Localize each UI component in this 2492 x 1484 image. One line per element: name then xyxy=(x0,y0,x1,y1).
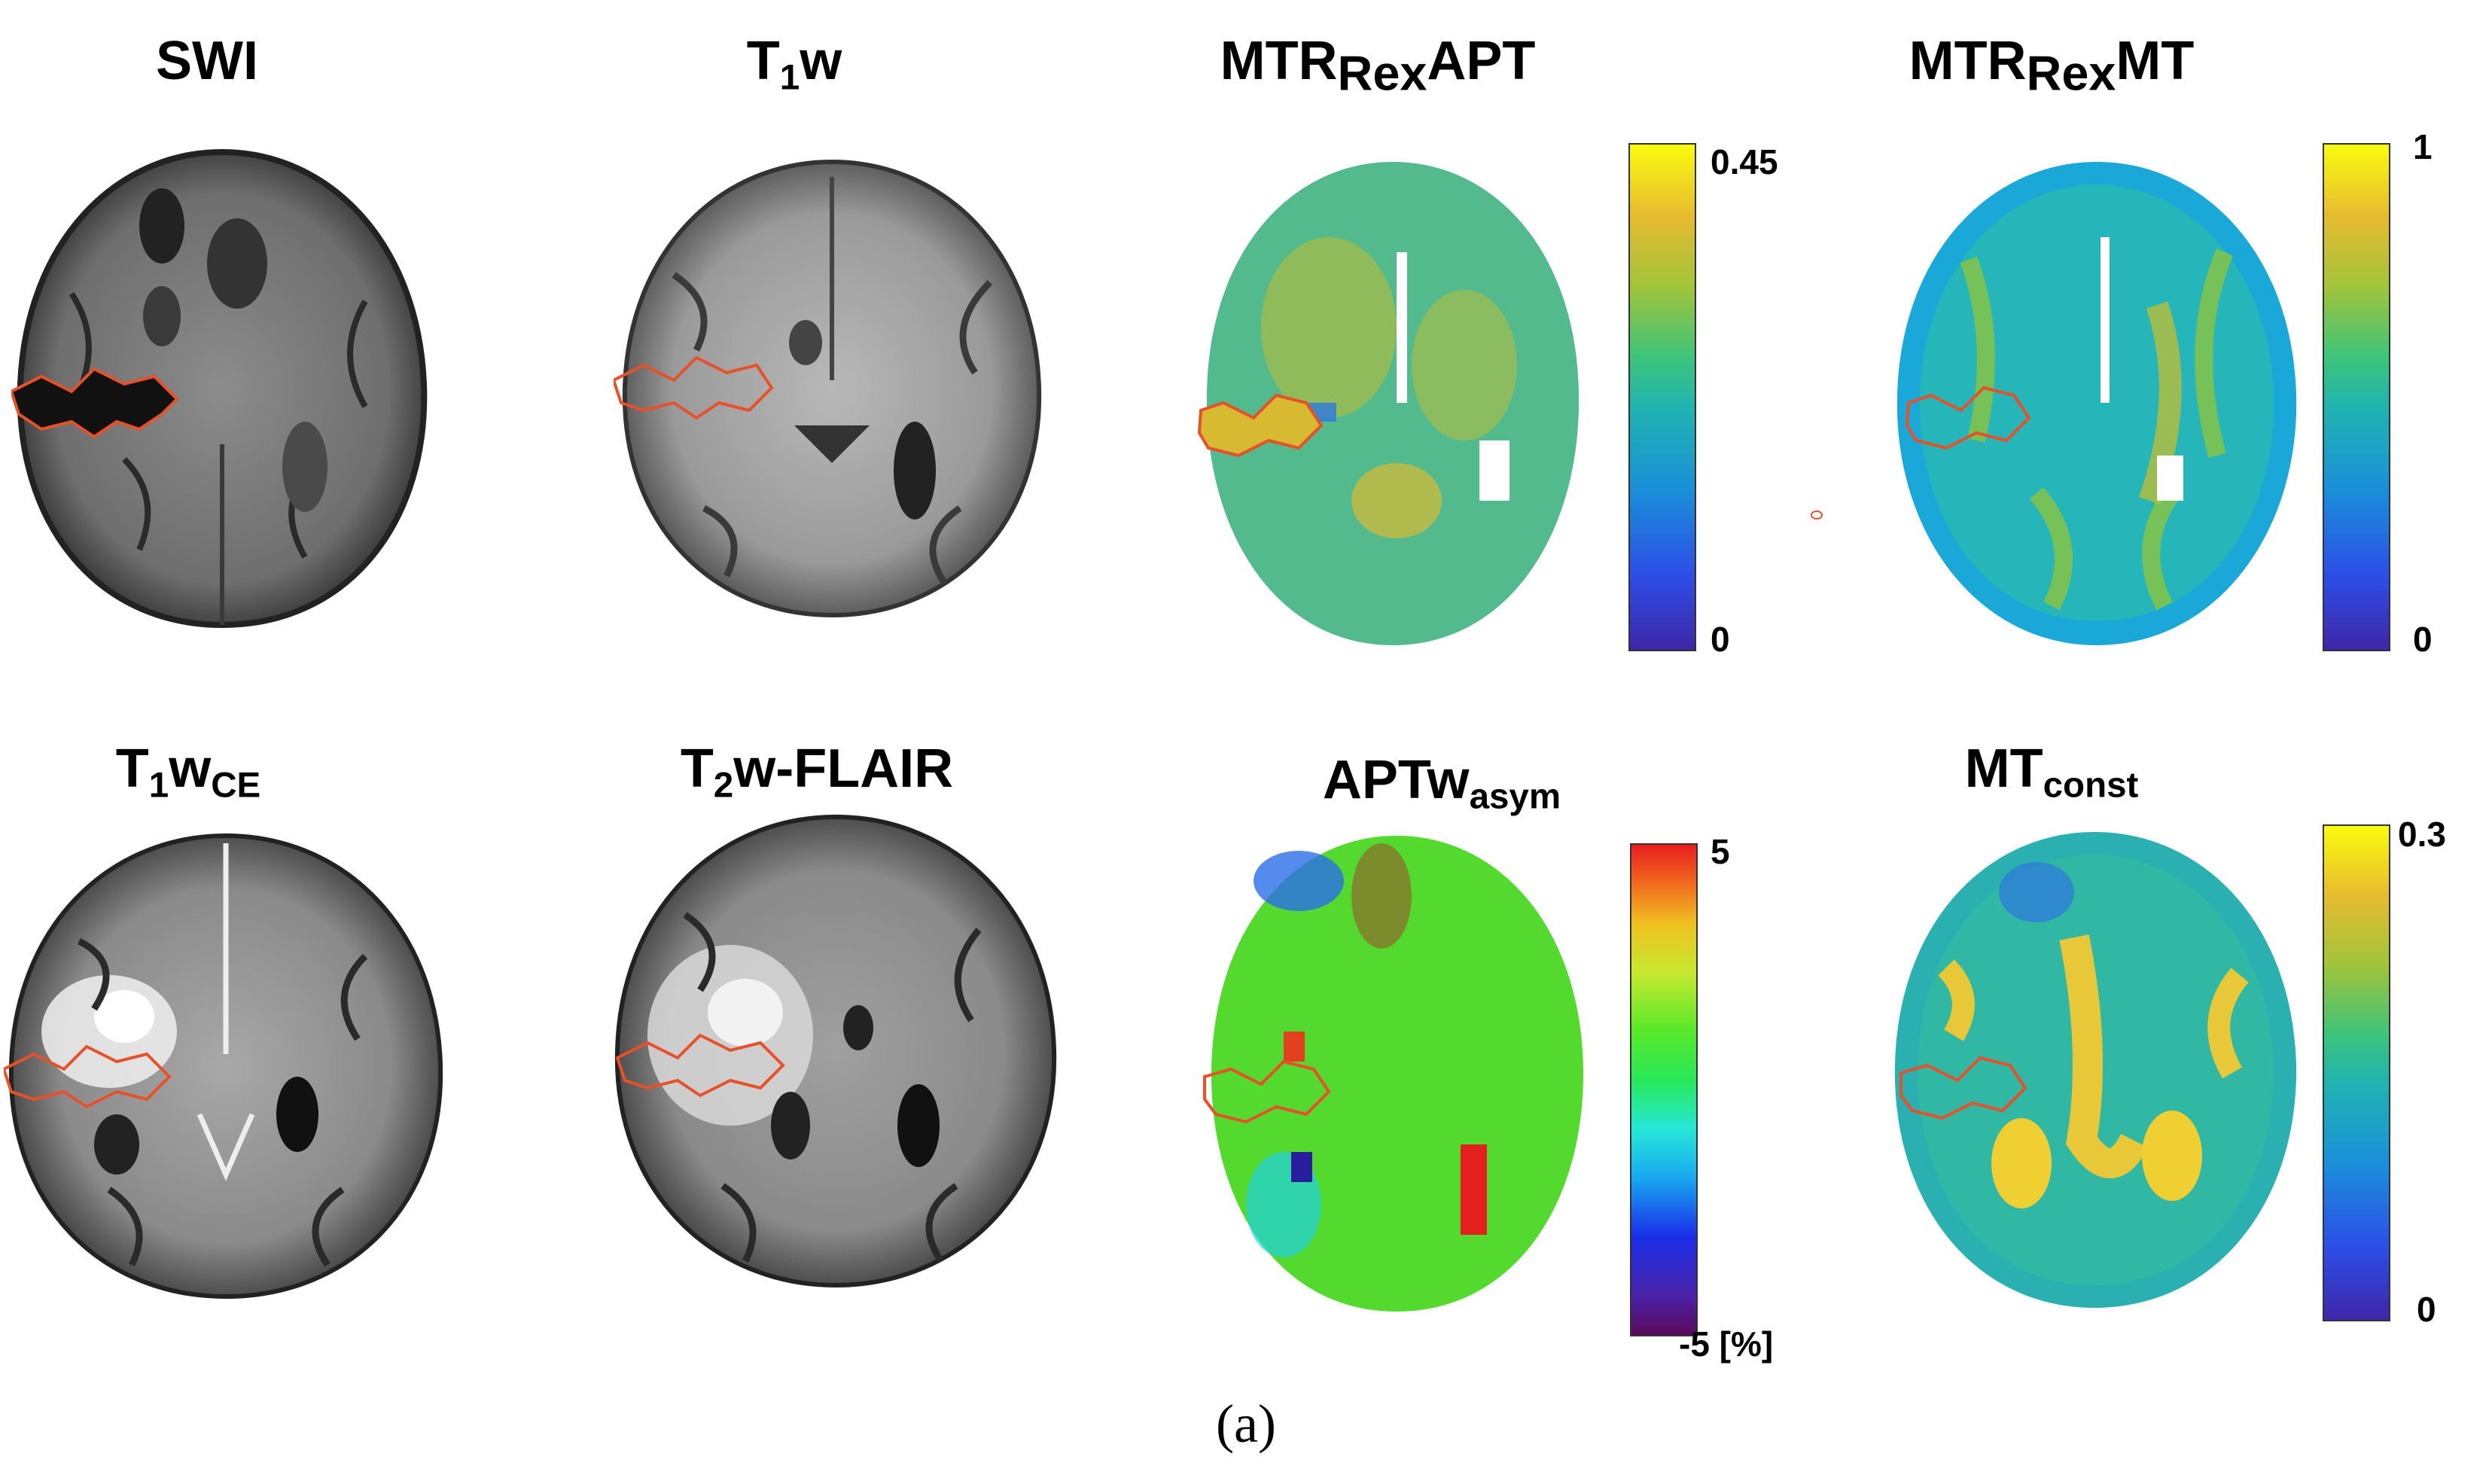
t1w-ce-brain-image xyxy=(4,828,448,1303)
swi-brain-image xyxy=(11,143,433,632)
t1w-ce-title: T1wCE xyxy=(115,739,261,806)
t1w-brain-image xyxy=(614,154,1050,621)
t2w-flair-title: T2w-FLAIR xyxy=(680,739,954,806)
mtr-apt-colorbar xyxy=(1628,143,1696,651)
mtr-apt-max-label: 0.45 xyxy=(1711,142,1778,181)
mtr-mt-colorbar xyxy=(2323,143,2390,651)
mt-const-title: MTconst xyxy=(1964,739,2139,806)
mtr-mt-max-label: 1 xyxy=(2413,127,2433,166)
aptw-asym-title: APTwasym xyxy=(1322,750,1561,817)
mtr-mt-title: MTRRexMT xyxy=(1909,31,2195,101)
mt-const-map xyxy=(1886,824,2304,1314)
aptw-asym-map xyxy=(1201,828,1592,1318)
aptw-asym-max-label: 5 xyxy=(1711,832,1730,871)
mtr-apt-min-label: 0 xyxy=(1711,620,1730,659)
mt-const-max-label: 0.3 xyxy=(2398,815,2446,854)
mtr-apt-title: MTRRexAPT xyxy=(1220,31,1536,101)
figure-caption: (a) xyxy=(1216,1394,1276,1454)
mt-const-min-label: 0 xyxy=(2417,1290,2436,1329)
stray-roi-mark xyxy=(1811,510,1823,520)
aptw-asym-min-label: -5 [%] xyxy=(1679,1324,1774,1364)
mtr-rex-mt-map xyxy=(1886,154,2308,651)
t2w-flair-brain-image xyxy=(610,809,1062,1291)
swi-title: SWI xyxy=(156,31,258,91)
aptw-asym-colorbar xyxy=(1630,843,1698,1336)
t1w-title: T1w xyxy=(746,31,842,98)
mtr-mt-min-label: 0 xyxy=(2413,620,2433,659)
mtr-rex-apt-map xyxy=(1193,154,1592,651)
mt-const-colorbar xyxy=(2323,824,2390,1321)
